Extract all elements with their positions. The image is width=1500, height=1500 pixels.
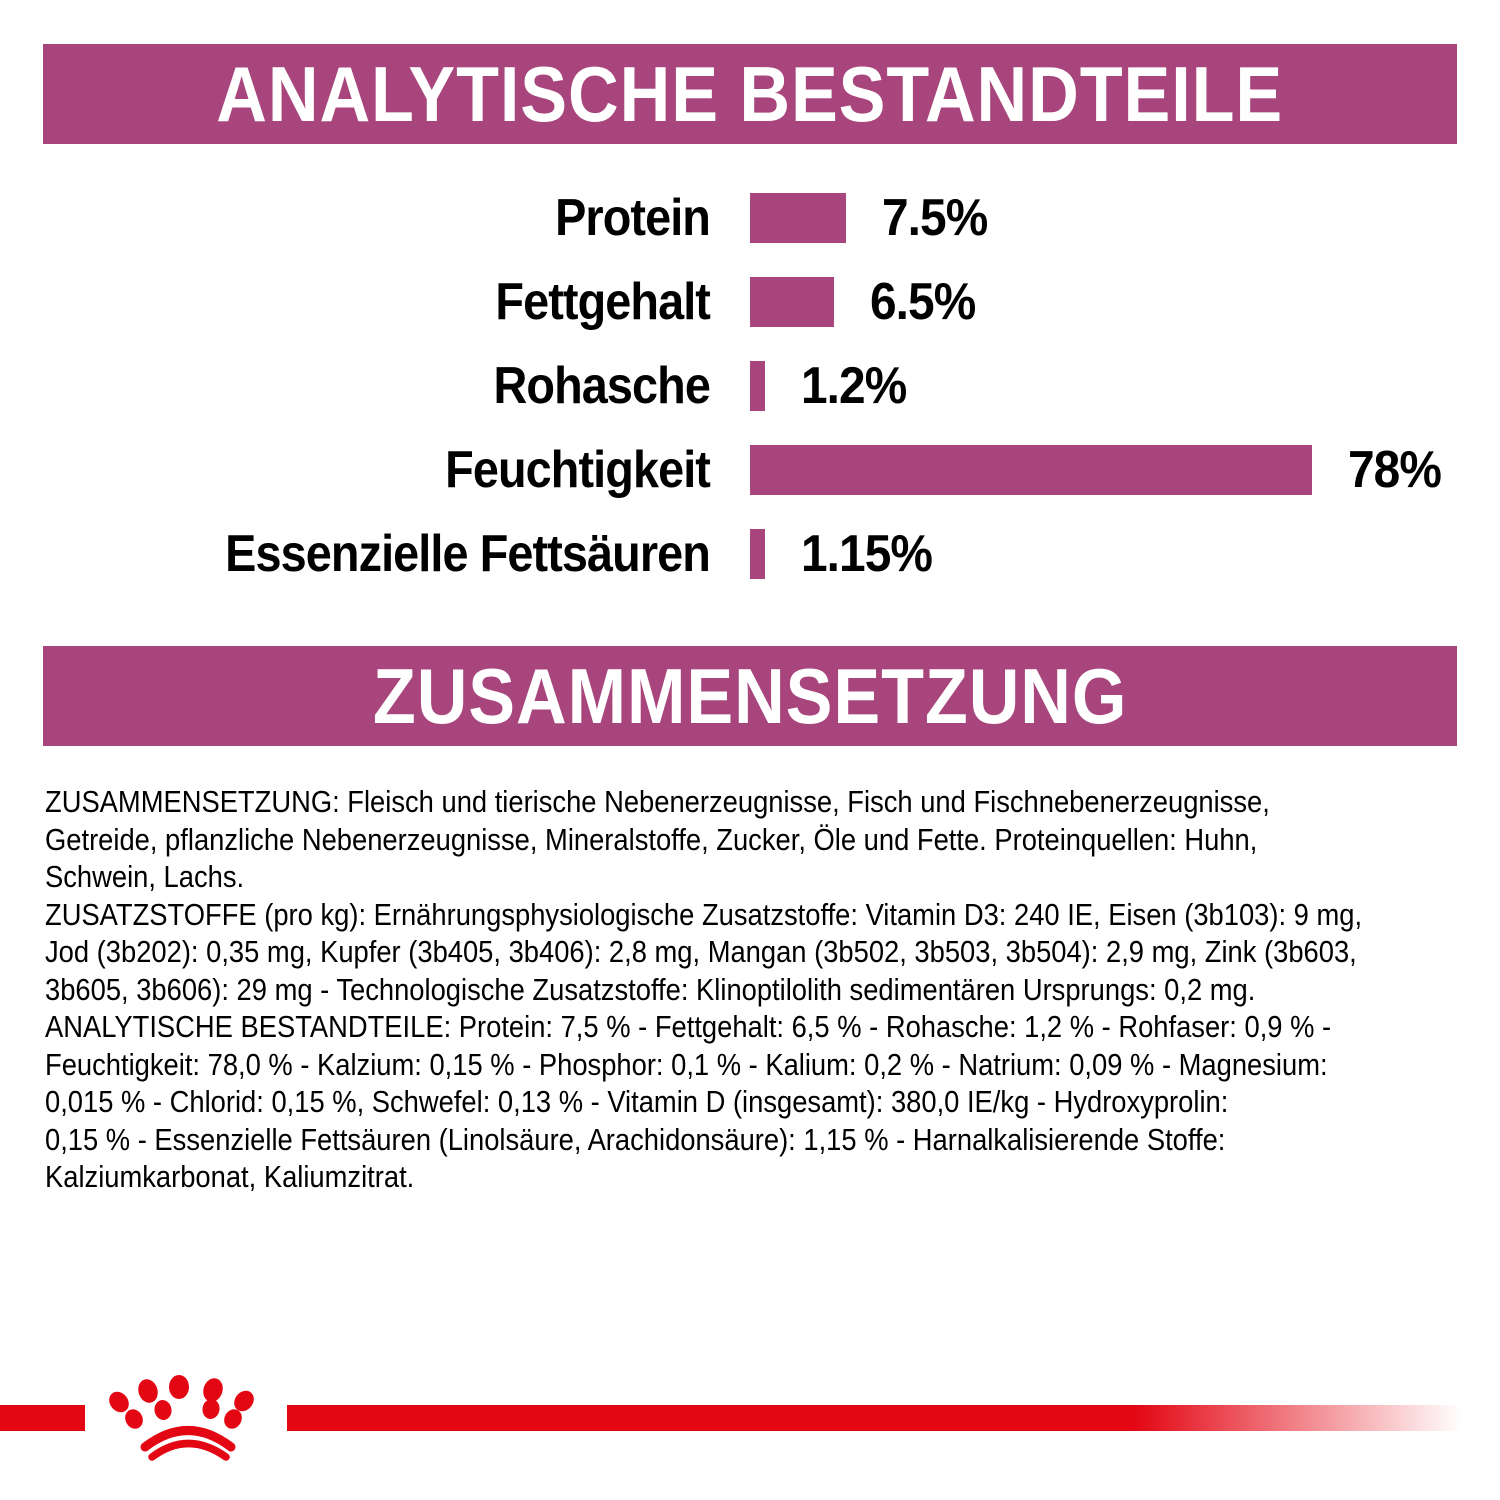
chart-bar	[750, 277, 834, 327]
composition-text: ZUSAMMENSETZUNG: Fleisch und tierische N…	[45, 783, 1456, 1196]
chart-category-label: Feuchtigkeit	[445, 441, 711, 499]
brand-stripe-right	[287, 1405, 1462, 1431]
composition-text-line: ZUSAMMENSETZUNG: Fleisch und tierische N…	[45, 784, 1270, 819]
composition-text-line: ANALYTISCHE BESTANDTEILE: Protein: 7,5 %…	[45, 1009, 1332, 1044]
chart-bar	[750, 445, 1312, 495]
chart-row: Feuchtigkeit 78%	[45, 428, 1455, 512]
chart-category-label: Protein	[555, 189, 711, 247]
chart-category-label: Fettgehalt	[495, 273, 711, 331]
analytical-section-title: ANALYTISCHE BESTANDTEILE	[216, 49, 1284, 138]
composition-section-banner: ZUSAMMENSETZUNG	[43, 646, 1457, 746]
chart-value-label: 78%	[1348, 441, 1442, 499]
analytical-chart: Protein 7.5% Fettgehalt 6.5% Rohasche 1.2% Feu…	[45, 176, 1455, 596]
chart-row: Rohasche 1.2%	[45, 344, 1455, 428]
composition-text-line: Kalziumkarbonat, Kaliumzitrat.	[45, 1159, 415, 1194]
chart-row: Protein 7.5%	[45, 176, 1455, 260]
chart-value-label: 6.5%	[870, 273, 976, 331]
chart-row: Fettgehalt 6.5%	[45, 260, 1455, 344]
chart-category-label: Rohasche	[493, 357, 711, 415]
chart-bar	[750, 193, 846, 243]
composition-text-line: Getreide, pflanzliche Nebenerzeugnisse, …	[45, 821, 1258, 857]
composition-text-line: 0,015 % - Chlorid: 0,15 %, Schwefel: 0,1…	[45, 1084, 1229, 1119]
analytical-section-banner: ANALYTISCHE BESTANDTEILE	[43, 44, 1457, 144]
brand-stripe-left	[0, 1405, 85, 1431]
composition-text-line: Feuchtigkeit: 78,0 % - Kalzium: 0,15 % -…	[45, 1046, 1328, 1082]
composition-text-line: 0,15 % - Essenzielle Fettsäuren (Linolsä…	[45, 1121, 1226, 1157]
composition-text-line: ZUSATZSTOFFE (pro kg): Ernährungsphysiol…	[45, 896, 1363, 932]
composition-text-line: 3b605, 3b606): 29 mg - Technologische Zu…	[45, 971, 1256, 1007]
chart-bar	[750, 529, 765, 579]
chart-category-label: Essenzielle Fettsäuren	[225, 525, 711, 583]
composition-section-title: ZUSAMMENSETZUNG	[372, 651, 1128, 740]
chart-bar	[750, 361, 765, 411]
composition-text-line: Schwein, Lachs.	[45, 859, 245, 894]
chart-row: Essenzielle Fettsäuren 1.15%	[45, 512, 1455, 596]
chart-value-label: 7.5%	[882, 189, 988, 247]
chart-value-label: 1.2%	[801, 357, 907, 415]
chart-value-label: 1.15%	[801, 525, 933, 583]
royal-canin-crown-logo	[109, 1375, 254, 1461]
composition-text-line: Jod (3b202): 0,35 mg, Kupfer (3b405, 3b4…	[45, 934, 1357, 969]
